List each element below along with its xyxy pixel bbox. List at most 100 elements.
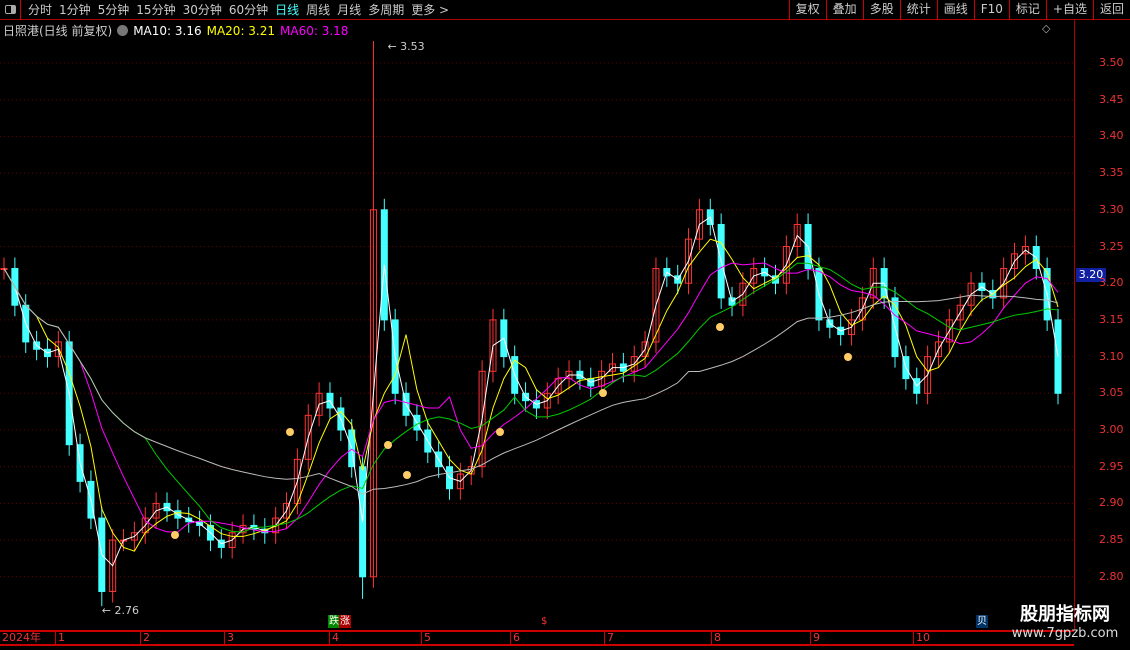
y-tick: 3.50 xyxy=(1099,56,1124,69)
candle-body xyxy=(456,473,464,490)
candle-body xyxy=(1011,253,1019,270)
candle-body xyxy=(130,532,138,541)
candle-body xyxy=(739,282,747,306)
panel-toggle-button[interactable] xyxy=(0,0,21,20)
badge-bei: 贝 xyxy=(976,615,988,628)
y-tick: 3.20 xyxy=(1099,276,1124,290)
hand-pointer-icon xyxy=(403,471,411,479)
action-button[interactable]: 返回 xyxy=(1092,0,1130,20)
action-button[interactable]: 叠加 xyxy=(825,0,863,20)
candle-body xyxy=(793,223,801,247)
candle-body xyxy=(54,341,62,358)
hand-pointer-icon xyxy=(171,531,179,539)
candle-body xyxy=(934,341,942,358)
period-tab[interactable]: 月线 xyxy=(337,3,362,17)
period-tab[interactable]: 30分钟 xyxy=(182,3,222,17)
y-tick: 3.35 xyxy=(1099,166,1124,180)
ma10-value: MA10: 3.16 xyxy=(133,23,202,38)
hand-pointer-icon xyxy=(599,389,607,397)
ma60-line xyxy=(3,262,1059,533)
month-tick: 5 xyxy=(421,632,431,644)
panel-icon xyxy=(4,5,16,14)
period-tab[interactable]: 日线 xyxy=(275,3,300,17)
ma60-value: MA60: 3.18 xyxy=(280,23,349,38)
period-tab[interactable]: 60分钟 xyxy=(228,3,269,17)
candle-body xyxy=(283,502,291,519)
high-annotation: ← 3.53 xyxy=(387,40,424,53)
candle-body xyxy=(695,209,703,240)
candle-body xyxy=(924,356,932,394)
watermark-url: www.7gpzb.com xyxy=(1011,626,1119,641)
candle-body xyxy=(543,392,551,409)
date-axis: 2024年 1 2 3 4 5 6 7 8 9 10 xyxy=(0,630,1074,646)
low-annotation: ← 2.76 xyxy=(102,604,139,617)
action-button[interactable]: F10 xyxy=(973,0,1009,20)
ma20-line xyxy=(3,238,1059,552)
y-tick: 2.85 xyxy=(1099,533,1124,547)
candle-body xyxy=(304,414,312,460)
period-tab[interactable]: 分时 xyxy=(28,3,53,17)
period-tab[interactable]: 15分钟 xyxy=(136,3,176,17)
candle-body xyxy=(369,209,377,578)
candle-body xyxy=(848,319,856,336)
ma10-line xyxy=(3,216,1059,567)
current-price-label: 3.20 xyxy=(1076,268,1106,282)
period-tab[interactable]: 5分钟 xyxy=(97,3,130,17)
y-tick: 2.95 xyxy=(1099,459,1124,473)
candle-body xyxy=(554,378,562,394)
watermark-name: 股朋指标网 xyxy=(1020,604,1110,625)
candle-body xyxy=(489,319,497,372)
watermark: 股朋指标网 www.7gpzb.com xyxy=(1000,600,1130,641)
y-tick: 3.05 xyxy=(1099,386,1124,400)
action-button[interactable]: 统计 xyxy=(899,0,937,20)
candle-body xyxy=(315,392,323,416)
month-tick: 1 xyxy=(55,632,65,644)
action-button[interactable]: +自选 xyxy=(1045,0,1093,20)
hand-pointer-icon xyxy=(844,353,852,361)
candle-body xyxy=(750,268,758,284)
month-tick: 4 xyxy=(329,632,339,644)
badge-dollar: $ xyxy=(541,616,548,627)
month-tick: 7 xyxy=(604,632,614,644)
diamond-icon[interactable]: ◇ xyxy=(1042,22,1051,35)
hand-pointer-icon xyxy=(384,441,392,449)
hand-pointer-icon xyxy=(496,428,504,436)
ma-gray-line xyxy=(3,268,1059,495)
dropdown-icon[interactable] xyxy=(117,25,129,36)
candle-body xyxy=(945,319,953,343)
month-tick: 2 xyxy=(140,632,150,644)
candle-body xyxy=(685,238,693,284)
period-tab[interactable]: 更多 > xyxy=(411,3,450,17)
y-tick: 3.10 xyxy=(1099,349,1124,363)
y-tick: 3.40 xyxy=(1099,129,1124,143)
action-button[interactable]: 多股 xyxy=(862,0,900,20)
month-tick: 10 xyxy=(913,632,930,644)
candle-body xyxy=(1021,246,1029,255)
action-button[interactable]: 复权 xyxy=(788,0,826,20)
y-tick: 3.00 xyxy=(1099,423,1124,436)
badge-down: 跌 xyxy=(328,615,340,628)
hand-pointer-icon xyxy=(716,323,724,331)
period-tab[interactable]: 周线 xyxy=(306,3,331,17)
action-button[interactable]: 画线 xyxy=(936,0,974,20)
period-tab[interactable]: 1分钟 xyxy=(59,3,91,17)
y-tick: 2.80 xyxy=(1099,569,1124,583)
candle-body xyxy=(109,539,117,592)
y-tick: 3.30 xyxy=(1099,202,1124,216)
month-tick: 6 xyxy=(510,632,520,644)
candle-body xyxy=(152,502,160,519)
ma20-value: MA20: 3.21 xyxy=(206,23,276,38)
month-tick: 3 xyxy=(224,632,234,644)
year-label: 2024年 xyxy=(2,631,41,644)
candlestick-chart: ← 3.53 ← 2.76 xyxy=(0,40,1074,617)
y-tick: 3.45 xyxy=(1099,92,1124,106)
y-tick: 3.25 xyxy=(1099,239,1124,253)
candle-body xyxy=(967,282,975,306)
hand-pointer-icon xyxy=(286,428,294,436)
month-tick: 8 xyxy=(711,632,721,644)
candle-body xyxy=(478,370,486,468)
y-tick: 2.90 xyxy=(1099,496,1124,510)
ma-green-line xyxy=(3,262,1059,533)
action-button[interactable]: 标记 xyxy=(1008,0,1046,20)
period-tab[interactable]: 多周期 xyxy=(368,3,405,17)
